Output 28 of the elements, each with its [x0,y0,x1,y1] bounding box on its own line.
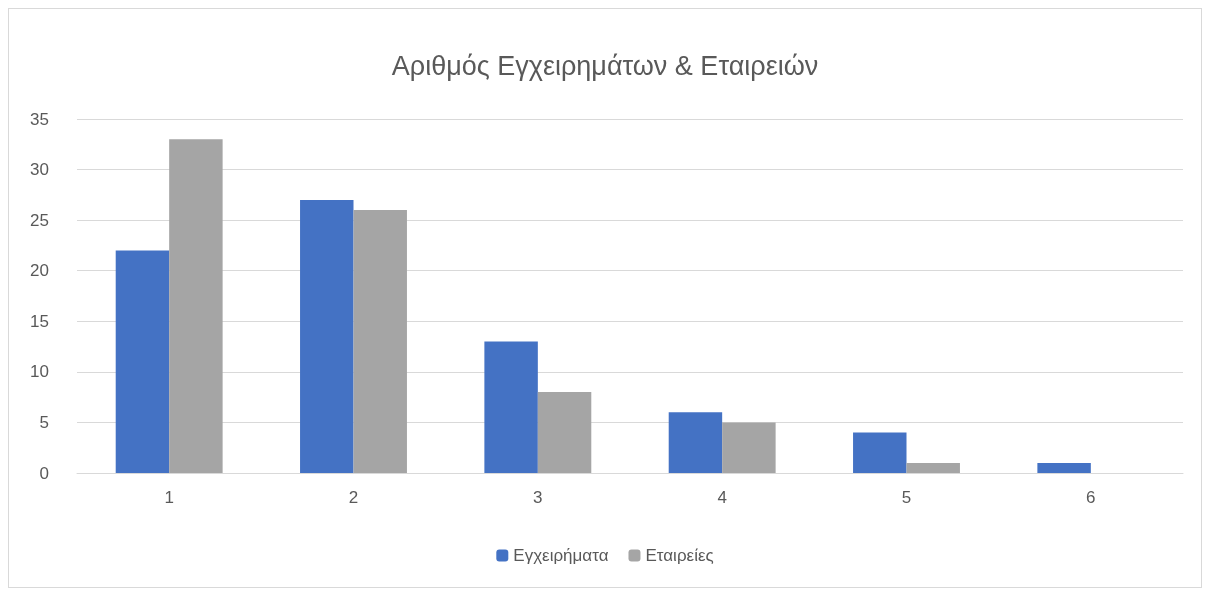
x-tick-label: 4 [717,488,727,507]
bar [484,341,538,473]
legend-label: Εγχειρήματα [513,546,609,565]
y-tick-label: 25 [30,210,49,230]
bar [668,412,723,473]
bar [115,250,170,473]
y-tick-label: 20 [30,261,49,281]
x-tick-label: 3 [533,488,543,507]
chart-title: Αριθμός Εγχειρημάτων & Εταιρειών [391,50,819,81]
bar [1037,462,1091,473]
legend-label: Εταιρείες [645,546,714,565]
bar [537,392,592,473]
y-tick-label: 5 [39,412,49,432]
x-tick-label: 2 [348,488,359,507]
y-tick-label: 10 [30,362,49,382]
x-tick-label: 5 [901,488,912,507]
bar [853,432,907,473]
bar [169,139,223,473]
y-tick-label: 30 [30,160,49,180]
y-tick-label: 35 [30,109,49,129]
bar [906,462,960,473]
bar [722,422,776,473]
x-tick-label: 6 [1086,488,1096,507]
bar [300,199,354,473]
y-tick-label: 0 [39,463,49,483]
bar [353,210,407,473]
y-tick-label: 15 [30,311,49,331]
x-tick-label: 1 [164,488,174,507]
